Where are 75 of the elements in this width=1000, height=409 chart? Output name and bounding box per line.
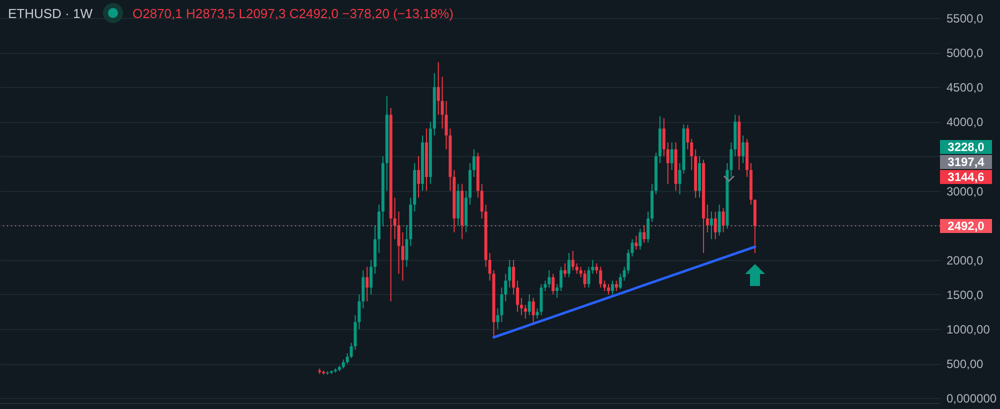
candlestick — [544, 280, 547, 292]
candlestick — [417, 156, 420, 198]
candlestick — [567, 252, 570, 278]
y-tick-label: 1000,00 — [946, 322, 990, 337]
candlestick — [480, 183, 484, 219]
y-tick-label: 5500,0 — [946, 11, 984, 26]
candlestick — [742, 134, 745, 164]
text: 3144,6 — [940, 170, 992, 184]
candlestick — [440, 76, 444, 130]
y-tick-label: 0,000000 — [946, 392, 997, 406]
candlestick — [718, 204, 721, 236]
candlestick — [670, 142, 674, 171]
candlestick — [662, 118, 666, 157]
candlestick — [618, 273, 622, 290]
candlestick — [591, 259, 594, 274]
candlestick — [686, 124, 690, 150]
text: 3228,0 — [940, 140, 992, 154]
candlestick — [524, 304, 527, 320]
candlestick — [607, 284, 610, 295]
candlestick — [666, 142, 670, 184]
candlestick — [472, 148, 476, 178]
candlestick — [610, 280, 614, 295]
candlestick — [571, 250, 574, 271]
candlestick — [638, 228, 642, 250]
candlestick — [436, 62, 440, 116]
candlestick — [405, 224, 408, 268]
candlestick — [358, 294, 361, 330]
y-tick-label: 4000,0 — [946, 115, 984, 130]
candlestick — [560, 266, 563, 292]
candlestick — [626, 249, 630, 274]
candlestick — [583, 270, 586, 288]
candlestick — [722, 208, 725, 233]
candlestick — [614, 280, 618, 292]
candlestick — [622, 266, 626, 282]
candlestick — [690, 138, 694, 171]
y-tick-label: 2000,0 — [946, 253, 984, 268]
y-tick-label: 1500,0 — [946, 288, 984, 302]
ref-line-label: 2492,0 — [940, 218, 992, 233]
candlestick — [630, 238, 634, 257]
candlestick — [508, 259, 512, 288]
candlestick — [516, 280, 519, 312]
candlestick — [520, 297, 523, 316]
candlestick — [504, 273, 508, 302]
y-tick-label: 4500,0 — [946, 80, 984, 95]
candlestick — [714, 211, 717, 240]
candlestick — [366, 266, 369, 302]
candlestick — [642, 224, 646, 244]
candlestick — [370, 259, 373, 295]
candlestick — [603, 280, 606, 292]
candlestick — [556, 284, 559, 298]
candlestick — [393, 197, 396, 240]
y-tick-label: 5000,0 — [946, 46, 984, 60]
y-tick-label: 500,00 — [946, 357, 984, 372]
text: 3197,4 — [940, 155, 992, 169]
y-tick-label: 3000,0 — [946, 184, 984, 198]
chart-subtitle: O2870,1 H2873,5 L2097,3 C2492,0 −378,20 (−13,18%) — [132, 6, 454, 20]
candlestick — [500, 287, 504, 323]
candlestick — [532, 297, 535, 323]
candlestick — [496, 308, 500, 330]
candlestick — [646, 211, 650, 244]
candlestick — [634, 235, 638, 250]
candlestick — [710, 211, 713, 240]
candlestick — [595, 262, 598, 274]
candlestick — [512, 259, 516, 295]
candlestick — [706, 204, 709, 233]
candlestick — [528, 294, 531, 316]
candlestick — [678, 162, 682, 195]
chart-title: ETHUSD · 1W — [8, 6, 92, 20]
candlestick — [548, 270, 551, 288]
candlestick — [552, 273, 555, 295]
candlestick — [599, 266, 602, 288]
candlestick — [587, 266, 590, 288]
candlestick — [730, 142, 733, 178]
candlestick — [346, 352, 349, 364]
candlestick — [575, 262, 578, 274]
